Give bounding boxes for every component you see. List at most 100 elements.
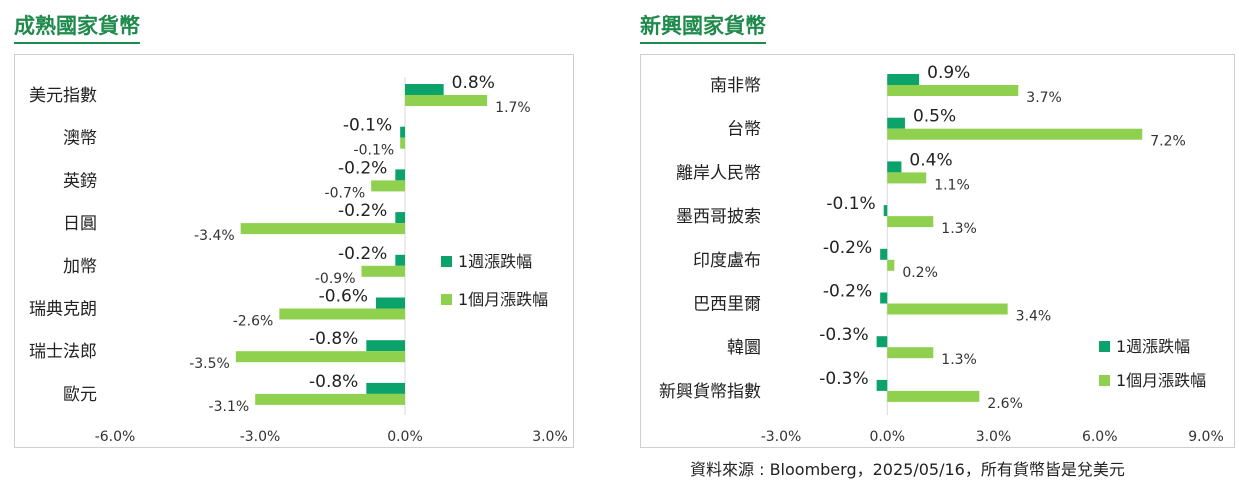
monthly-bar	[887, 347, 934, 359]
x-tick-label: 0.0%	[869, 429, 905, 445]
monthly-data-label: 1.1%	[934, 177, 970, 193]
chart-title-emerging: 新興國家貨幣	[640, 10, 766, 44]
weekly-data-label: 0.9%	[927, 63, 970, 83]
monthly-bar	[887, 259, 895, 271]
weekly-data-label: -0.3%	[819, 369, 868, 389]
weekly-bar	[887, 161, 902, 173]
weekly-bar	[887, 117, 905, 129]
monthly-bar	[405, 95, 488, 106]
category-label: 美元指數	[29, 86, 97, 106]
monthly-bar	[887, 303, 1008, 315]
monthly-bar	[887, 172, 927, 184]
monthly-data-label: -2.6%	[233, 314, 274, 330]
weekly-bar	[880, 292, 888, 304]
category-label: 日圓	[63, 214, 97, 234]
weekly-data-label: -0.3%	[819, 325, 868, 345]
legend-swatch-weekly	[1099, 341, 1110, 352]
monthly-data-label: 1.3%	[941, 352, 977, 368]
monthly-data-label: -0.1%	[354, 143, 395, 159]
weekly-data-label: -0.2%	[338, 201, 387, 221]
legend-label-weekly: 1週漲跌幅	[1116, 337, 1190, 356]
monthly-bar	[279, 308, 405, 320]
category-label: 澳幣	[63, 129, 97, 149]
weekly-data-label: -0.8%	[309, 372, 358, 392]
monthly-bar	[887, 216, 934, 228]
monthly-data-label: 3.4%	[1016, 309, 1052, 325]
monthly-bar	[400, 137, 405, 149]
category-label: 英鎊	[63, 171, 97, 191]
weekly-bar	[400, 126, 405, 138]
weekly-bar	[887, 74, 920, 85]
monthly-data-label: 7.2%	[1150, 134, 1186, 150]
weekly-data-label: -0.6%	[319, 287, 368, 307]
monthly-data-label: -0.7%	[325, 185, 366, 201]
monthly-data-label: -3.1%	[209, 399, 250, 415]
category-label: 南非幣	[710, 76, 761, 96]
category-label: 韓圜	[727, 338, 761, 358]
category-label: 瑞士法郎	[29, 342, 97, 362]
weekly-data-label: 0.5%	[913, 107, 956, 127]
monthly-bar	[371, 180, 405, 192]
x-tick-label: 9.0%	[1188, 429, 1224, 445]
x-tick-label: -6.0%	[95, 429, 136, 445]
monthly-bar	[255, 393, 405, 405]
chart-title-developed: 成熟國家貨幣	[14, 10, 140, 44]
category-label: 台幣	[727, 120, 761, 140]
weekly-bar	[376, 297, 405, 309]
weekly-data-label: 0.4%	[909, 150, 952, 170]
category-label: 新興貨幣指數	[659, 382, 761, 402]
category-label: 巴西里爾	[693, 295, 761, 315]
weekly-data-label: 0.8%	[452, 73, 495, 93]
category-label: 加幣	[63, 257, 97, 277]
legend-label-monthly: 1個月漲跌幅	[1116, 371, 1206, 390]
category-label: 墨西哥披索	[676, 207, 761, 227]
weekly-bar	[876, 336, 888, 348]
monthly-bar	[361, 265, 405, 277]
weekly-bar	[395, 212, 405, 224]
weekly-data-label: -0.1%	[343, 116, 392, 136]
monthly-bar	[887, 390, 980, 402]
chart-developed-svg: -6.0% -3.0% 0.0% 3.0%美元指數0.8%1.7%澳幣-0.1%-0.…	[29, 73, 568, 445]
weekly-bar	[395, 169, 405, 181]
weekly-data-label: -0.2%	[338, 244, 387, 264]
monthly-data-label: 2.6%	[987, 396, 1023, 412]
weekly-bar	[880, 248, 888, 260]
x-tick-label: 0.0%	[387, 429, 423, 445]
x-tick-label: -3.0%	[240, 429, 281, 445]
monthly-data-label: -3.4%	[194, 228, 235, 244]
monthly-data-label: -3.5%	[189, 356, 230, 372]
weekly-bar	[405, 84, 444, 95]
monthly-bar	[235, 351, 405, 363]
monthly-bar	[887, 128, 1143, 140]
weekly-bar	[366, 382, 405, 394]
weekly-data-label: -0.2%	[823, 238, 872, 258]
x-tick-label: 3.0%	[976, 429, 1012, 445]
legend-label-weekly: 1週漲跌幅	[458, 252, 532, 271]
category-label: 離岸人民幣	[676, 163, 761, 183]
monthly-data-label: 0.2%	[902, 265, 938, 281]
monthly-bar	[887, 85, 1019, 96]
chart-emerging: -3.0% 0.0% 3.0% 6.0% 9.0% 南非幣 0.9% 3.7% 台幣 0.5% 7.…	[640, 54, 1235, 448]
monthly-data-label: 1.7%	[495, 100, 531, 116]
weekly-bar	[876, 379, 888, 391]
category-label: 瑞典克朗	[29, 300, 97, 320]
category-label: 歐元	[63, 385, 97, 405]
legend-swatch-monthly	[441, 294, 452, 305]
weekly-bar	[366, 340, 405, 352]
monthly-bar	[240, 223, 405, 235]
monthly-data-label: 1.3%	[941, 221, 977, 237]
monthly-data-label: -0.9%	[315, 271, 356, 287]
x-tick-label: -3.0%	[761, 429, 802, 445]
source-note: 資料來源 : Bloomberg，2025/05/16，所有貨幣皆是兌美元	[690, 460, 1125, 479]
weekly-data-label: -0.2%	[823, 282, 872, 302]
monthly-data-label: 3.7%	[1026, 90, 1062, 106]
x-tick-label: 6.0%	[1082, 429, 1118, 445]
category-label: 印度盧布	[693, 251, 761, 271]
weekly-bar	[883, 205, 888, 217]
weekly-data-label: -0.1%	[826, 194, 875, 214]
legend-swatch-weekly	[441, 256, 452, 267]
chart-emerging-svg: -3.0% 0.0% 3.0% 6.0% 9.0% 南非幣 0.9% 3.7% 台幣 0.5% 7.…	[659, 63, 1224, 445]
legend-label-monthly: 1個月漲跌幅	[458, 290, 548, 309]
weekly-data-label: -0.2%	[338, 158, 387, 178]
legend-swatch-monthly	[1099, 375, 1110, 386]
